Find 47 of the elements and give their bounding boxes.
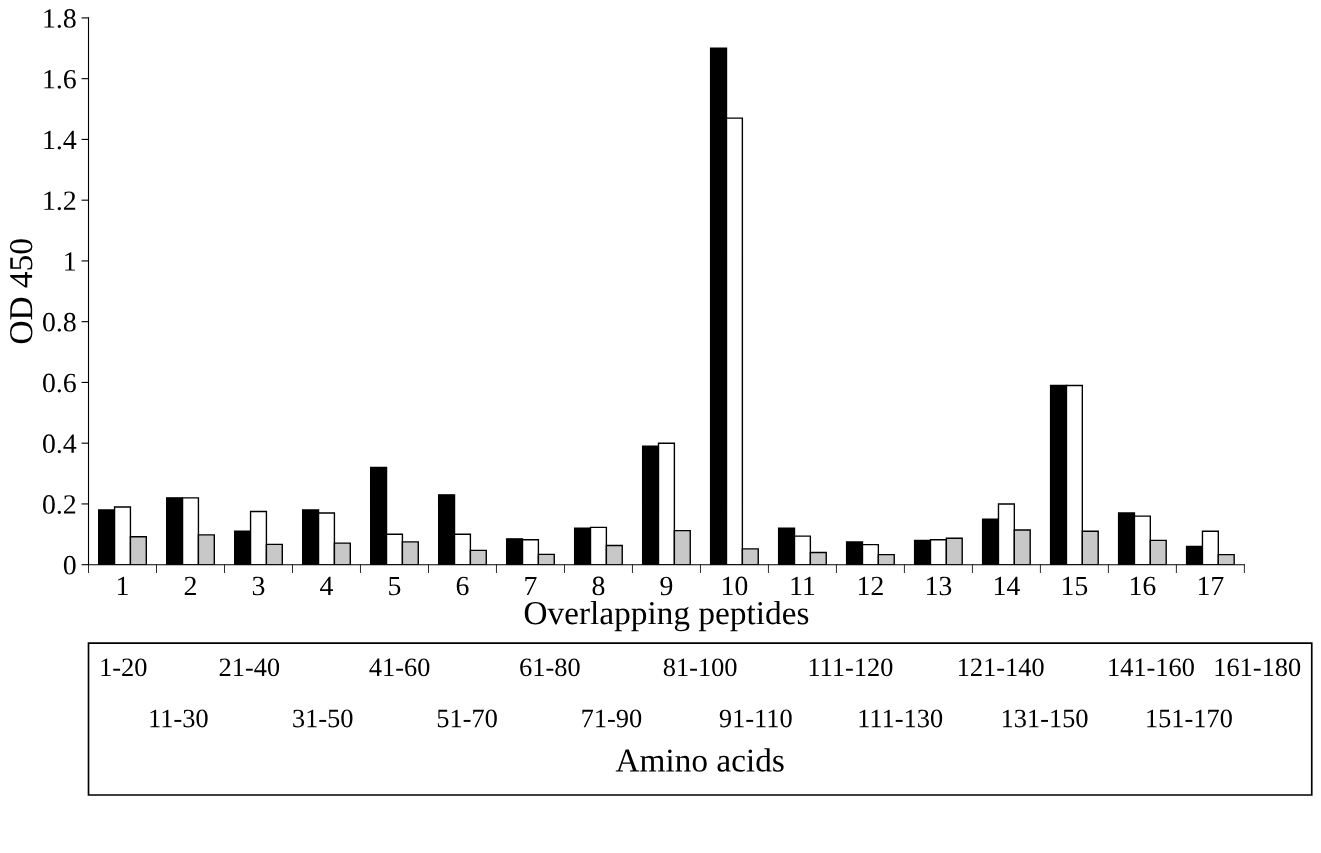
text: 41-60	[369, 658, 430, 677]
text: Amino acids	[615, 748, 784, 772]
y-tick-label: 0.4	[43, 434, 77, 454]
x-tick-label: 12	[858, 576, 883, 596]
text: 81-100	[663, 658, 737, 677]
x-tick-label: 9	[660, 576, 673, 596]
x-tick-label: 1	[118, 576, 128, 596]
text: 71-90	[582, 709, 642, 728]
x-tick-label: 16	[1130, 576, 1156, 596]
y-tick-label: 1.8	[44, 9, 76, 28]
text: 111-120	[809, 658, 893, 677]
text: 61-80	[520, 658, 580, 677]
x-tick-label: 4	[320, 576, 333, 596]
x-tick-label: 3	[252, 576, 265, 596]
text: 21-40	[219, 658, 280, 677]
text: 11-30	[150, 709, 208, 728]
text: 111-130	[859, 709, 943, 728]
y-tick-label: 1	[65, 252, 76, 271]
x-tick-label: 14	[994, 576, 1020, 596]
x-tick-label: 8	[592, 576, 605, 596]
x-tick-label: 13	[926, 576, 952, 596]
x-tick-label: 10	[722, 576, 748, 596]
text: 91-110	[719, 709, 792, 728]
y-axis-title: OD 450	[9, 239, 33, 344]
text: 161-180	[1215, 658, 1301, 677]
text: 151-170	[1147, 709, 1232, 728]
text: 31-50	[293, 709, 353, 728]
x-tick-label: 6	[456, 576, 469, 596]
y-tick-label: 0.6	[43, 373, 76, 393]
y-tick-label: 0.8	[43, 312, 76, 332]
text: 51-70	[437, 709, 497, 728]
text: 121-140	[959, 658, 1044, 677]
text: 141-160	[1109, 658, 1194, 677]
y-tick-label: 1.6	[44, 69, 76, 89]
x-tick-label: 17	[1198, 576, 1224, 596]
y-tick-label: 0.2	[43, 495, 76, 514]
y-tick-label: 0	[63, 555, 76, 575]
x-tick-label: 7	[525, 576, 537, 596]
x-axis-title: Overlapping peptides	[524, 600, 809, 632]
x-tick-label: 5	[389, 576, 401, 596]
text: 131-150	[1002, 709, 1088, 728]
x-tick-label: 2	[184, 576, 196, 596]
y-tick-label: 1.2	[44, 191, 76, 211]
x-tick-label: 11	[791, 576, 815, 596]
text: 1-20	[101, 658, 147, 677]
x-tick-label: 15	[1062, 576, 1088, 596]
y-tick-label: 1.4	[44, 130, 77, 150]
